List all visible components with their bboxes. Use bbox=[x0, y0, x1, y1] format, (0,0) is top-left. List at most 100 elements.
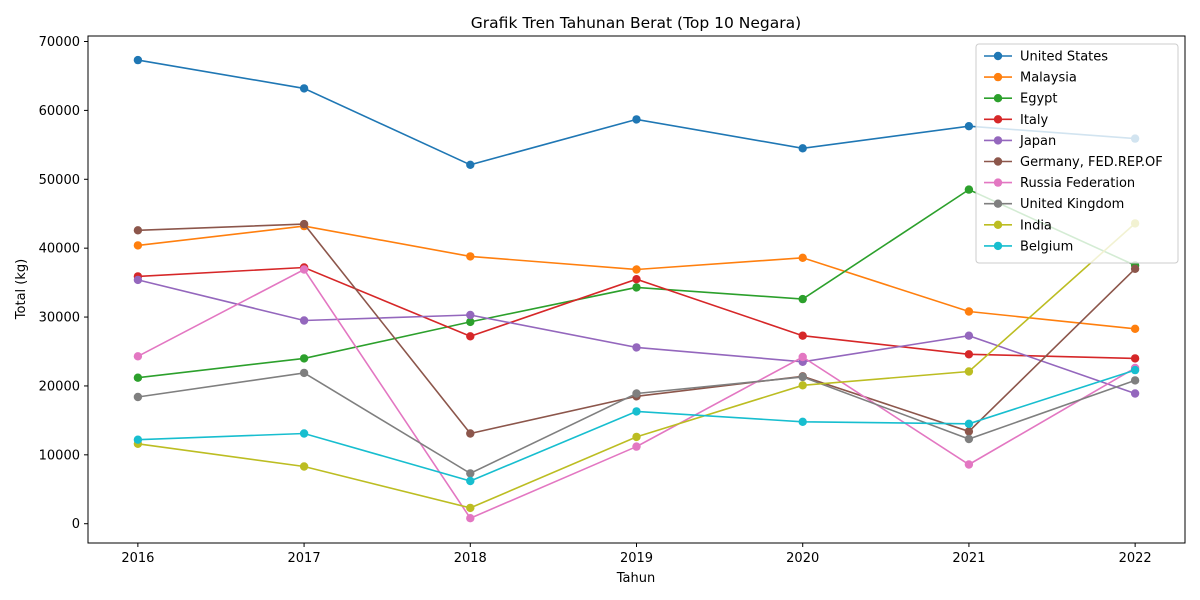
legend-marker bbox=[993, 136, 1003, 145]
series-8 bbox=[133, 219, 1140, 513]
legend-entry: Egypt bbox=[984, 92, 1058, 107]
legend-label: Russia Federation bbox=[1020, 176, 1135, 191]
data-point bbox=[632, 442, 641, 451]
legend-label: United States bbox=[1020, 50, 1108, 65]
data-point bbox=[1130, 365, 1140, 375]
data-point bbox=[299, 84, 309, 93]
legend-marker bbox=[993, 241, 1003, 251]
data-point bbox=[632, 265, 641, 274]
data-point bbox=[299, 354, 309, 363]
data-point bbox=[299, 265, 309, 274]
legend-entry: United Kingdom bbox=[984, 197, 1124, 212]
legend-label: United Kingdom bbox=[1020, 197, 1124, 212]
data-point bbox=[632, 275, 641, 284]
data-point bbox=[133, 226, 143, 235]
axes-layer: 2016 2017 2018 2019 2020 2021 2022 0 10000 20000 3… bbox=[39, 35, 1186, 566]
data-point bbox=[798, 294, 807, 304]
data-point bbox=[632, 432, 641, 442]
data-point bbox=[964, 307, 974, 316]
data-point bbox=[1130, 354, 1140, 363]
data-point bbox=[632, 115, 641, 124]
series-layer bbox=[133, 55, 1140, 523]
data-point bbox=[1130, 264, 1140, 273]
data-point bbox=[466, 514, 475, 523]
data-point bbox=[964, 367, 974, 376]
y-tick-label: 30000 bbox=[39, 311, 80, 326]
data-point bbox=[466, 503, 475, 513]
data-point bbox=[632, 343, 641, 352]
data-point bbox=[798, 372, 807, 382]
legend: United States Malaysia Egypt Italy Japan Germ… bbox=[975, 43, 1179, 264]
data-point bbox=[133, 435, 143, 444]
data-point bbox=[1130, 324, 1140, 333]
data-point bbox=[133, 352, 143, 361]
x-tick-label: 2022 bbox=[1119, 551, 1152, 566]
y-tick-label: 20000 bbox=[39, 379, 80, 394]
data-point bbox=[964, 427, 974, 436]
legend-entry: Italy bbox=[984, 113, 1049, 128]
legend-marker bbox=[993, 157, 1003, 166]
legend-label: Egypt bbox=[1020, 92, 1058, 107]
legend-label: Belgium bbox=[1020, 239, 1073, 254]
legend-marker bbox=[993, 94, 1003, 103]
data-point bbox=[964, 331, 974, 340]
legend-entry: Belgium bbox=[984, 239, 1073, 254]
y-tick-label: 0 bbox=[72, 517, 80, 532]
data-point bbox=[466, 332, 475, 341]
legend-label: Germany, FED.REP.OF bbox=[1020, 155, 1163, 170]
legend-entry: Germany, FED.REP.OF bbox=[984, 155, 1163, 170]
data-point bbox=[299, 429, 309, 438]
data-point bbox=[466, 476, 475, 486]
data-point bbox=[299, 219, 309, 229]
legend-label: Japan bbox=[1019, 134, 1056, 149]
data-point bbox=[632, 283, 641, 292]
data-point bbox=[133, 373, 143, 382]
x-tick-label: 2016 bbox=[121, 551, 154, 566]
data-point bbox=[632, 407, 641, 416]
data-point bbox=[798, 331, 807, 340]
legend-entry: India bbox=[984, 218, 1052, 233]
data-point bbox=[133, 241, 143, 250]
legend-marker bbox=[993, 115, 1003, 124]
legend-marker bbox=[993, 51, 1003, 61]
data-point bbox=[466, 429, 475, 438]
data-point bbox=[299, 368, 309, 378]
data-point bbox=[466, 252, 475, 261]
data-point bbox=[299, 316, 309, 325]
x-axis-label: Tahun bbox=[616, 571, 655, 586]
legend-entry: United States bbox=[984, 50, 1108, 65]
data-point bbox=[964, 185, 974, 194]
legend-entry: Malaysia bbox=[984, 71, 1077, 86]
data-point bbox=[798, 417, 807, 426]
data-point bbox=[466, 469, 475, 478]
legend-label: Malaysia bbox=[1020, 71, 1077, 86]
legend-label: Italy bbox=[1020, 113, 1049, 128]
legend-marker bbox=[993, 199, 1003, 208]
y-tick-label: 50000 bbox=[39, 173, 80, 188]
y-axis-label: Total (kg) bbox=[14, 259, 29, 320]
data-point bbox=[964, 350, 974, 359]
legend-marker bbox=[993, 220, 1003, 229]
y-tick-label: 10000 bbox=[39, 448, 80, 463]
series-9 bbox=[133, 365, 1140, 486]
y-tick-label: 40000 bbox=[39, 242, 80, 257]
y-tick-label: 60000 bbox=[39, 104, 80, 119]
data-point bbox=[466, 310, 475, 320]
legend-box bbox=[975, 43, 1179, 264]
data-point bbox=[299, 462, 309, 471]
data-point bbox=[632, 389, 641, 398]
data-point bbox=[133, 275, 143, 285]
data-point bbox=[466, 160, 475, 169]
data-point bbox=[964, 460, 974, 469]
chart-title: Grafik Tren Tahunan Berat (Top 10 Negara… bbox=[471, 14, 801, 32]
data-point bbox=[1130, 376, 1140, 385]
data-point bbox=[964, 419, 974, 428]
legend-marker bbox=[993, 72, 1003, 82]
data-point bbox=[133, 55, 143, 65]
x-tick-label: 2018 bbox=[454, 551, 487, 566]
series-7 bbox=[133, 368, 1140, 478]
data-point bbox=[798, 381, 807, 390]
series-0 bbox=[133, 55, 1140, 169]
legend-entry: Russia Federation bbox=[984, 176, 1135, 191]
data-point bbox=[798, 352, 807, 362]
